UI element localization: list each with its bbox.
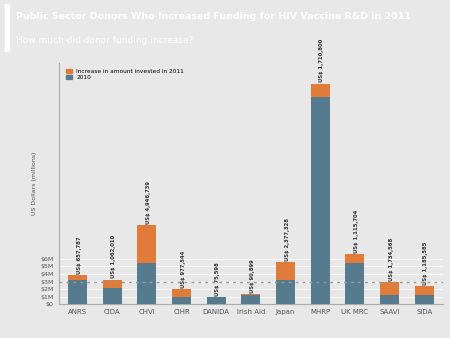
Text: US$ 1,734,568: US$ 1,734,568 <box>389 238 394 281</box>
Bar <box>103 288 122 304</box>
Text: How much did donor funding increase?: How much did donor funding increase? <box>16 35 193 45</box>
Text: US$ 4,946,739: US$ 4,946,739 <box>146 181 151 224</box>
Text: US$ 2,377,328: US$ 2,377,328 <box>285 218 290 261</box>
Bar <box>310 97 330 304</box>
Text: US$ 977,544: US$ 977,544 <box>181 251 186 288</box>
Bar <box>68 275 87 280</box>
Bar <box>137 225 157 263</box>
Bar <box>241 294 261 295</box>
Bar <box>276 262 295 280</box>
Bar <box>103 280 122 288</box>
Text: US$ 90,899: US$ 90,899 <box>250 260 255 293</box>
Bar <box>68 280 87 304</box>
Text: US$ 657,787: US$ 657,787 <box>77 236 82 274</box>
Bar <box>276 280 295 304</box>
Bar <box>172 289 191 297</box>
Bar <box>414 295 434 304</box>
Bar <box>310 83 330 97</box>
Text: US$ 1,062,010: US$ 1,062,010 <box>112 235 117 279</box>
Text: US$ 1,710,800: US$ 1,710,800 <box>320 39 324 82</box>
Y-axis label: US Dollars (millions): US Dollars (millions) <box>32 152 37 215</box>
Text: US$ 1,185,585: US$ 1,185,585 <box>423 242 428 285</box>
Bar <box>5 4 9 51</box>
Text: US$ 1,115,704: US$ 1,115,704 <box>354 210 359 253</box>
Bar <box>241 295 261 304</box>
Bar <box>137 263 157 304</box>
Bar <box>207 297 226 304</box>
Bar <box>172 297 191 304</box>
Text: US$ 75,598: US$ 75,598 <box>216 262 220 296</box>
Bar <box>380 295 399 304</box>
Text: Public Sector Donors Who Increased Funding for HIV Vaccine R&D in 2011: Public Sector Donors Who Increased Fundi… <box>16 12 410 21</box>
Bar <box>380 282 399 295</box>
Legend: Increase in amount invested in 2011, 2010: Increase in amount invested in 2011, 201… <box>65 68 185 81</box>
Bar <box>345 254 365 263</box>
Bar <box>345 263 365 304</box>
Bar <box>414 286 434 295</box>
